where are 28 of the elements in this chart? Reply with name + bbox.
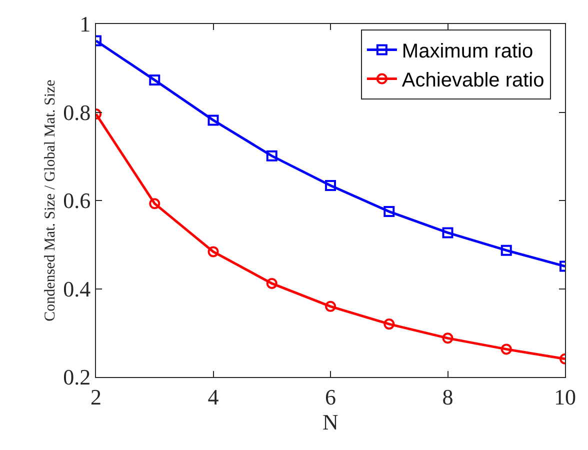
point — [325, 180, 336, 191]
point — [149, 74, 160, 86]
y-tick-label: 0.2 — [63, 364, 91, 390]
point — [208, 114, 219, 126]
x-tick-label: 8 — [442, 384, 454, 410]
y-tick-label: 0.8 — [63, 100, 91, 125]
x-tick-label: 4 — [208, 384, 219, 410]
point — [266, 150, 278, 162]
y-axis-title: Condensed Mat. Size / Global Mat. Size — [42, 79, 58, 322]
x-tick-label: 2 — [90, 384, 102, 410]
y-tick-label: 0.6 — [63, 188, 91, 214]
point — [384, 206, 395, 218]
y-tick-label: 0.4 — [63, 276, 91, 302]
point — [500, 344, 512, 355]
point — [500, 244, 512, 256]
point — [442, 227, 454, 238]
point — [149, 198, 160, 210]
x-tick-label: 10 — [554, 384, 576, 410]
point — [384, 318, 395, 330]
legend-label: Achievable ratio — [402, 70, 544, 92]
legend-label: Maximum ratio — [402, 40, 534, 63]
point — [442, 332, 454, 344]
point — [325, 300, 336, 312]
point — [208, 246, 219, 258]
y-tick-label: 1 — [80, 12, 91, 37]
x-tick-label: 6 — [325, 384, 336, 410]
x-axis-title: N — [322, 409, 339, 434]
point — [266, 278, 278, 289]
